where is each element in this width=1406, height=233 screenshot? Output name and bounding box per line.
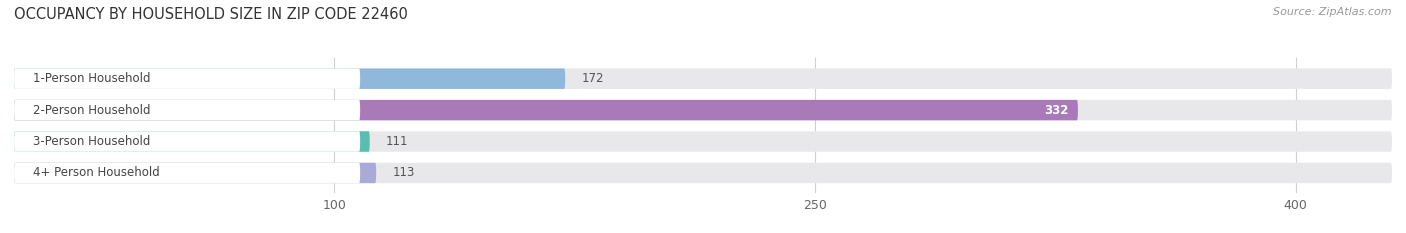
FancyBboxPatch shape bbox=[14, 131, 370, 152]
FancyBboxPatch shape bbox=[14, 100, 1078, 120]
Text: 4+ Person Household: 4+ Person Household bbox=[34, 166, 160, 179]
FancyBboxPatch shape bbox=[14, 100, 360, 120]
FancyBboxPatch shape bbox=[14, 131, 360, 152]
FancyBboxPatch shape bbox=[14, 131, 1392, 152]
Text: 111: 111 bbox=[385, 135, 408, 148]
Text: 3-Person Household: 3-Person Household bbox=[34, 135, 150, 148]
FancyBboxPatch shape bbox=[14, 69, 565, 89]
Text: 1-Person Household: 1-Person Household bbox=[34, 72, 150, 85]
FancyBboxPatch shape bbox=[14, 163, 1392, 183]
FancyBboxPatch shape bbox=[14, 163, 360, 183]
FancyBboxPatch shape bbox=[14, 163, 377, 183]
FancyBboxPatch shape bbox=[14, 69, 360, 89]
Text: 2-Person Household: 2-Person Household bbox=[34, 104, 150, 116]
Text: OCCUPANCY BY HOUSEHOLD SIZE IN ZIP CODE 22460: OCCUPANCY BY HOUSEHOLD SIZE IN ZIP CODE … bbox=[14, 7, 408, 22]
Text: 332: 332 bbox=[1043, 104, 1069, 116]
Text: 172: 172 bbox=[581, 72, 603, 85]
FancyBboxPatch shape bbox=[14, 69, 1392, 89]
Text: Source: ZipAtlas.com: Source: ZipAtlas.com bbox=[1274, 7, 1392, 17]
FancyBboxPatch shape bbox=[14, 100, 1392, 120]
Text: 113: 113 bbox=[392, 166, 415, 179]
